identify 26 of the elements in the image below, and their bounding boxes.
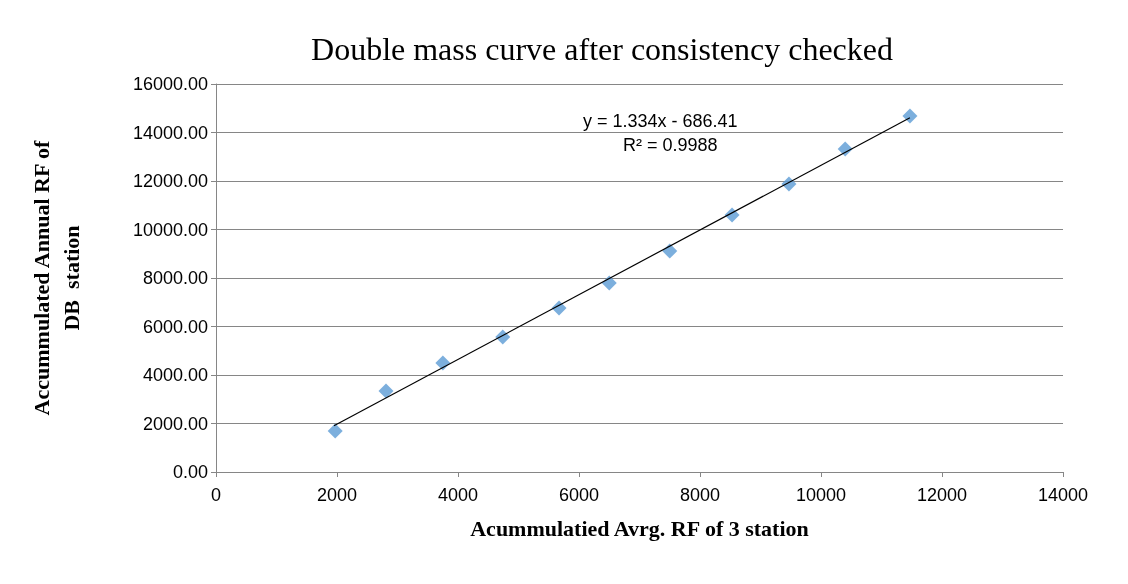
y-axis-title: Accummulated Annual RF of DB station: [28, 139, 84, 416]
y-tick-label: 8000.00: [142, 268, 208, 288]
y-tick-label: 6000.00: [142, 316, 208, 337]
x-tick-label: 4000: [437, 485, 479, 505]
point: [662, 243, 678, 259]
annotation: R² = 0.9988: [623, 135, 718, 155]
x-axis-title: Acummulatied Avrg. RF of 3 station: [470, 515, 809, 541]
x-tick-label: 6000: [558, 485, 600, 505]
point: [378, 383, 394, 399]
y-tick-label: 12000.00: [132, 171, 208, 191]
x-tick-label: 0: [210, 485, 222, 505]
y-tick-label: 4000.00: [142, 365, 208, 385]
chart-title: Double mass curve after consistency checked: [311, 31, 893, 67]
x-tick-label: 8000: [679, 485, 721, 505]
x-tick-label: 14000: [1037, 485, 1089, 505]
y-tick-label: 2000.00: [142, 413, 208, 434]
y-tick-label: 10000.00: [132, 219, 208, 240]
x-tick-label: 10000: [795, 485, 847, 505]
annotation: y = 1.334x - 686.41: [583, 111, 738, 131]
y-tick-label: 14000.00: [132, 122, 208, 143]
point: [902, 108, 918, 124]
x-tick-label: 12000: [916, 485, 968, 505]
y-tick-label: 16000.00: [132, 74, 208, 94]
y-tick-label: 0.00: [172, 462, 208, 482]
point: [327, 423, 343, 439]
x-tick-label: 2000: [316, 485, 358, 505]
